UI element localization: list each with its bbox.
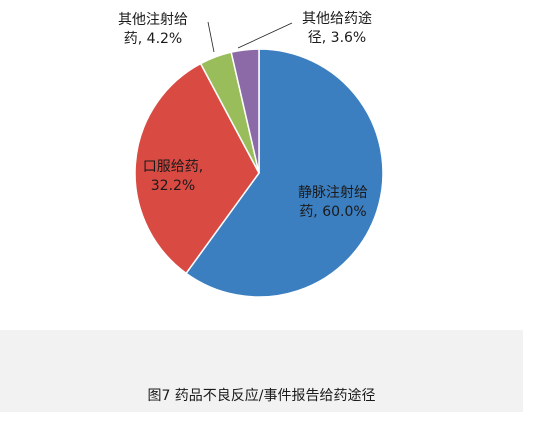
- caption-band: 图7 药品不良反应/事件报告给药途径: [0, 330, 523, 412]
- slice-label: 其他给药途径, 3.6%: [302, 10, 372, 46]
- pie-slice: [230, 48, 260, 174]
- slice-label: 口服给药, 32.2%: [143, 159, 203, 194]
- slice-label: 静脉注射给药, 60.0%: [298, 185, 368, 220]
- chart-area: 静脉注射给药, 60.0% 口服给药, 32.2% 其他注射给药, 4.2% 其他给药途…: [118, 10, 384, 298]
- figure-caption: 图7 药品不良反应/事件报告给药途径: [147, 388, 376, 404]
- pie-slice: [185, 48, 384, 298]
- pie-chart: 静脉注射给药, 60.0% 口服给药, 32.2% 其他注射给药, 4.2% 其他给药途…: [118, 10, 384, 298]
- leader-line: [237, 22, 293, 49]
- slice-label: 其他注射给药, 4.2%: [118, 12, 188, 47]
- leader-line: [207, 21, 215, 53]
